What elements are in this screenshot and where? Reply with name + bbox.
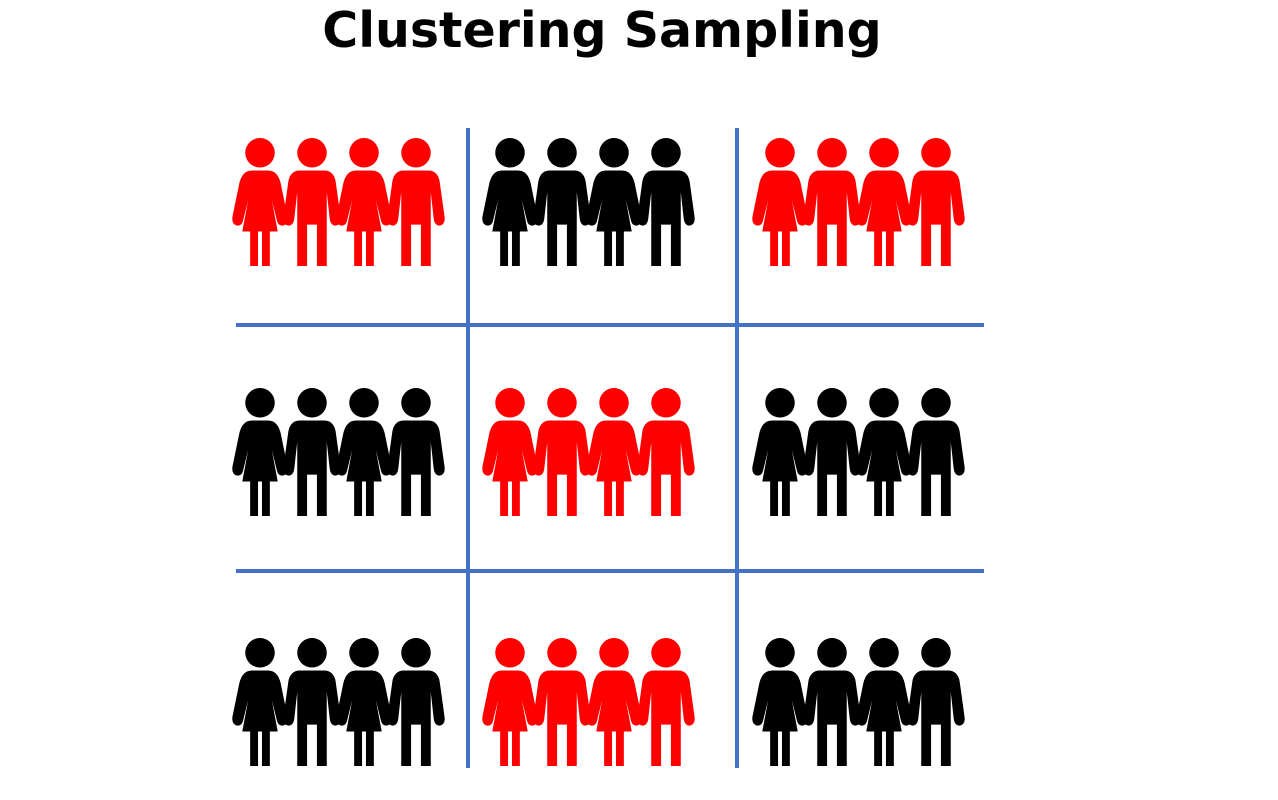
boy-figure-icon <box>907 388 965 516</box>
girl-figure-icon <box>232 138 288 266</box>
girl-figure-icon <box>336 638 392 766</box>
boy-figure-icon <box>803 638 861 766</box>
boy-figure-icon <box>533 638 591 766</box>
girl-figure-icon <box>586 138 642 266</box>
girl-figure-icon <box>336 138 392 266</box>
cluster-r2-c2-selected <box>482 388 695 516</box>
girl-figure-icon <box>752 388 808 516</box>
girl-figure-icon <box>482 388 538 516</box>
boy-figure-icon <box>283 138 341 266</box>
girl-figure-icon <box>586 638 642 766</box>
boy-figure-icon <box>637 388 695 516</box>
girl-figure-icon <box>856 138 912 266</box>
cluster-r3-c3 <box>752 638 965 766</box>
girl-figure-icon <box>856 638 912 766</box>
girl-figure-icon <box>752 638 808 766</box>
cluster-r3-c2-selected <box>482 638 695 766</box>
boy-figure-icon <box>803 138 861 266</box>
boy-figure-icon <box>387 638 445 766</box>
boy-figure-icon <box>387 138 445 266</box>
boy-figure-icon <box>637 138 695 266</box>
diagram-title: Clustering Sampling <box>322 2 882 59</box>
girl-figure-icon <box>482 138 538 266</box>
girl-figure-icon <box>856 388 912 516</box>
boy-figure-icon <box>637 638 695 766</box>
boy-figure-icon <box>907 638 965 766</box>
girl-figure-icon <box>752 138 808 266</box>
boy-figure-icon <box>283 638 341 766</box>
boy-figure-icon <box>803 388 861 516</box>
girl-figure-icon <box>232 638 288 766</box>
cluster-r2-c1 <box>232 388 445 516</box>
boy-figure-icon <box>387 388 445 516</box>
cluster-r1-c1-selected <box>232 138 445 266</box>
boy-figure-icon <box>533 138 591 266</box>
boy-figure-icon <box>283 388 341 516</box>
cluster-r3-c1 <box>232 638 445 766</box>
boy-figure-icon <box>907 138 965 266</box>
boy-figure-icon <box>533 388 591 516</box>
cluster-r1-c3-selected <box>752 138 965 266</box>
girl-figure-icon <box>232 388 288 516</box>
cluster-r1-c2 <box>482 138 695 266</box>
girl-figure-icon <box>482 638 538 766</box>
cluster-r2-c3 <box>752 388 965 516</box>
girl-figure-icon <box>336 388 392 516</box>
girl-figure-icon <box>586 388 642 516</box>
